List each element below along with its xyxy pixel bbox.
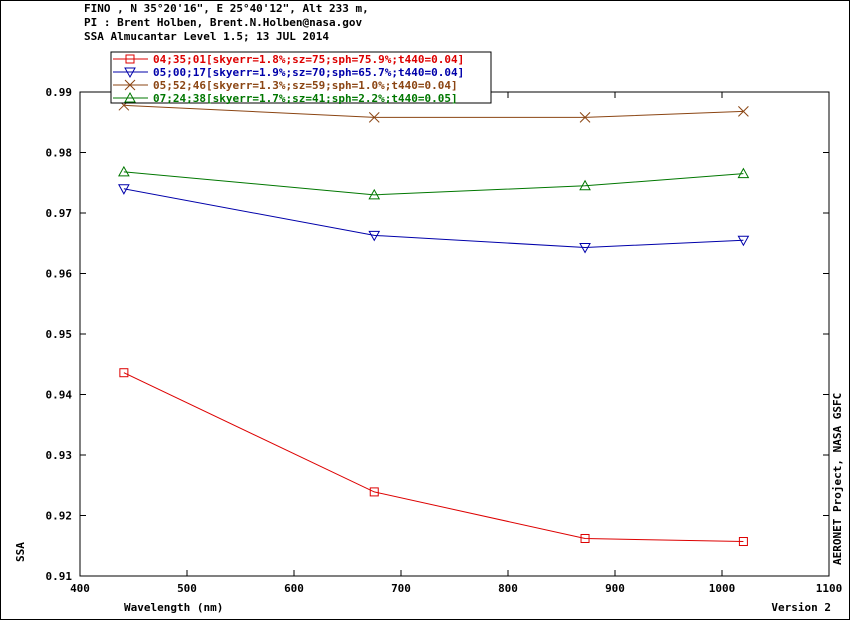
- y-tick-label: 0.96: [46, 268, 73, 281]
- legend-label: 04;35;01[skyerr=1.8%;sz=75;sph=75.9%;t44…: [153, 53, 464, 66]
- legend-label: 07;24;38[skyerr=1.7%;sz=41;sph=2.2%;t440…: [153, 92, 458, 105]
- data-point: [368, 230, 381, 242]
- data-point: [737, 167, 750, 179]
- data-point: [738, 537, 748, 547]
- x-tick-label: 500: [177, 582, 197, 595]
- version-label: Version 2: [771, 601, 831, 614]
- legend-box: [110, 51, 492, 104]
- y-tick-label: 0.91: [46, 570, 73, 583]
- series-4: [118, 165, 750, 200]
- legend-marker: [125, 54, 135, 64]
- y-tick-label: 0.93: [46, 449, 73, 462]
- x-tick-label: 700: [391, 582, 411, 595]
- series-2: [118, 184, 750, 254]
- series-line: [123, 188, 744, 248]
- chart-title: SSA Almucantar Level 1.5; 13 JUL 2014: [84, 30, 330, 43]
- y-tick-label: 0.99: [46, 86, 73, 99]
- y-tick-label: 0.92: [46, 510, 73, 523]
- series-line: [123, 104, 744, 118]
- data-point: [118, 165, 130, 177]
- x-tick-label: 800: [498, 582, 518, 595]
- series-1: [119, 368, 748, 547]
- y-tick-label: 0.95: [46, 328, 73, 341]
- legend-marker: [124, 79, 136, 91]
- data-point: [737, 235, 750, 247]
- data-point: [738, 106, 749, 117]
- legend-label: 05;52;46[skyerr=1.3%;sz=59;sph=1.0%;t440…: [153, 79, 458, 92]
- x-tick-label: 400: [70, 582, 90, 595]
- y-tick-label: 0.97: [46, 207, 73, 220]
- legend-marker: [124, 91, 136, 103]
- y-tick-label: 0.94: [46, 389, 73, 402]
- data-point: [369, 487, 379, 497]
- y-axis-label: SSA: [14, 542, 27, 562]
- data-point: [579, 112, 591, 123]
- x-tick-label: 1100: [816, 582, 843, 595]
- side-credit-label: AERONET Project, NASA GSFC: [831, 393, 844, 565]
- site-info: FINO , N 35°20'16", E 25°40'12", Alt 233…: [84, 2, 369, 15]
- legend-marker: [124, 67, 136, 79]
- data-point: [118, 184, 130, 195]
- pi-info: PI : Brent Holben, Brent.N.Holben@nasa.g…: [84, 16, 363, 29]
- data-point: [368, 188, 381, 200]
- y-tick-label: 0.98: [46, 147, 73, 160]
- x-tick-label: 600: [284, 582, 304, 595]
- series-line: [123, 171, 744, 196]
- legend: 04;35;01[skyerr=1.8%;sz=75;sph=75.9%;t44…: [110, 51, 492, 105]
- x-axis-label: Wavelength (nm): [124, 601, 223, 614]
- plot-area: [79, 91, 830, 577]
- data-point: [579, 179, 591, 191]
- data-point: [579, 242, 591, 254]
- x-tick-label: 1000: [709, 582, 736, 595]
- x-tick-label: 900: [605, 582, 625, 595]
- data-point: [580, 533, 590, 543]
- data-point: [368, 112, 380, 123]
- series-line: [123, 372, 744, 543]
- data-point: [119, 368, 129, 378]
- legend-label: 05;00;17[skyerr=1.9%;sz=70;sph=65.7%;t44…: [153, 66, 464, 79]
